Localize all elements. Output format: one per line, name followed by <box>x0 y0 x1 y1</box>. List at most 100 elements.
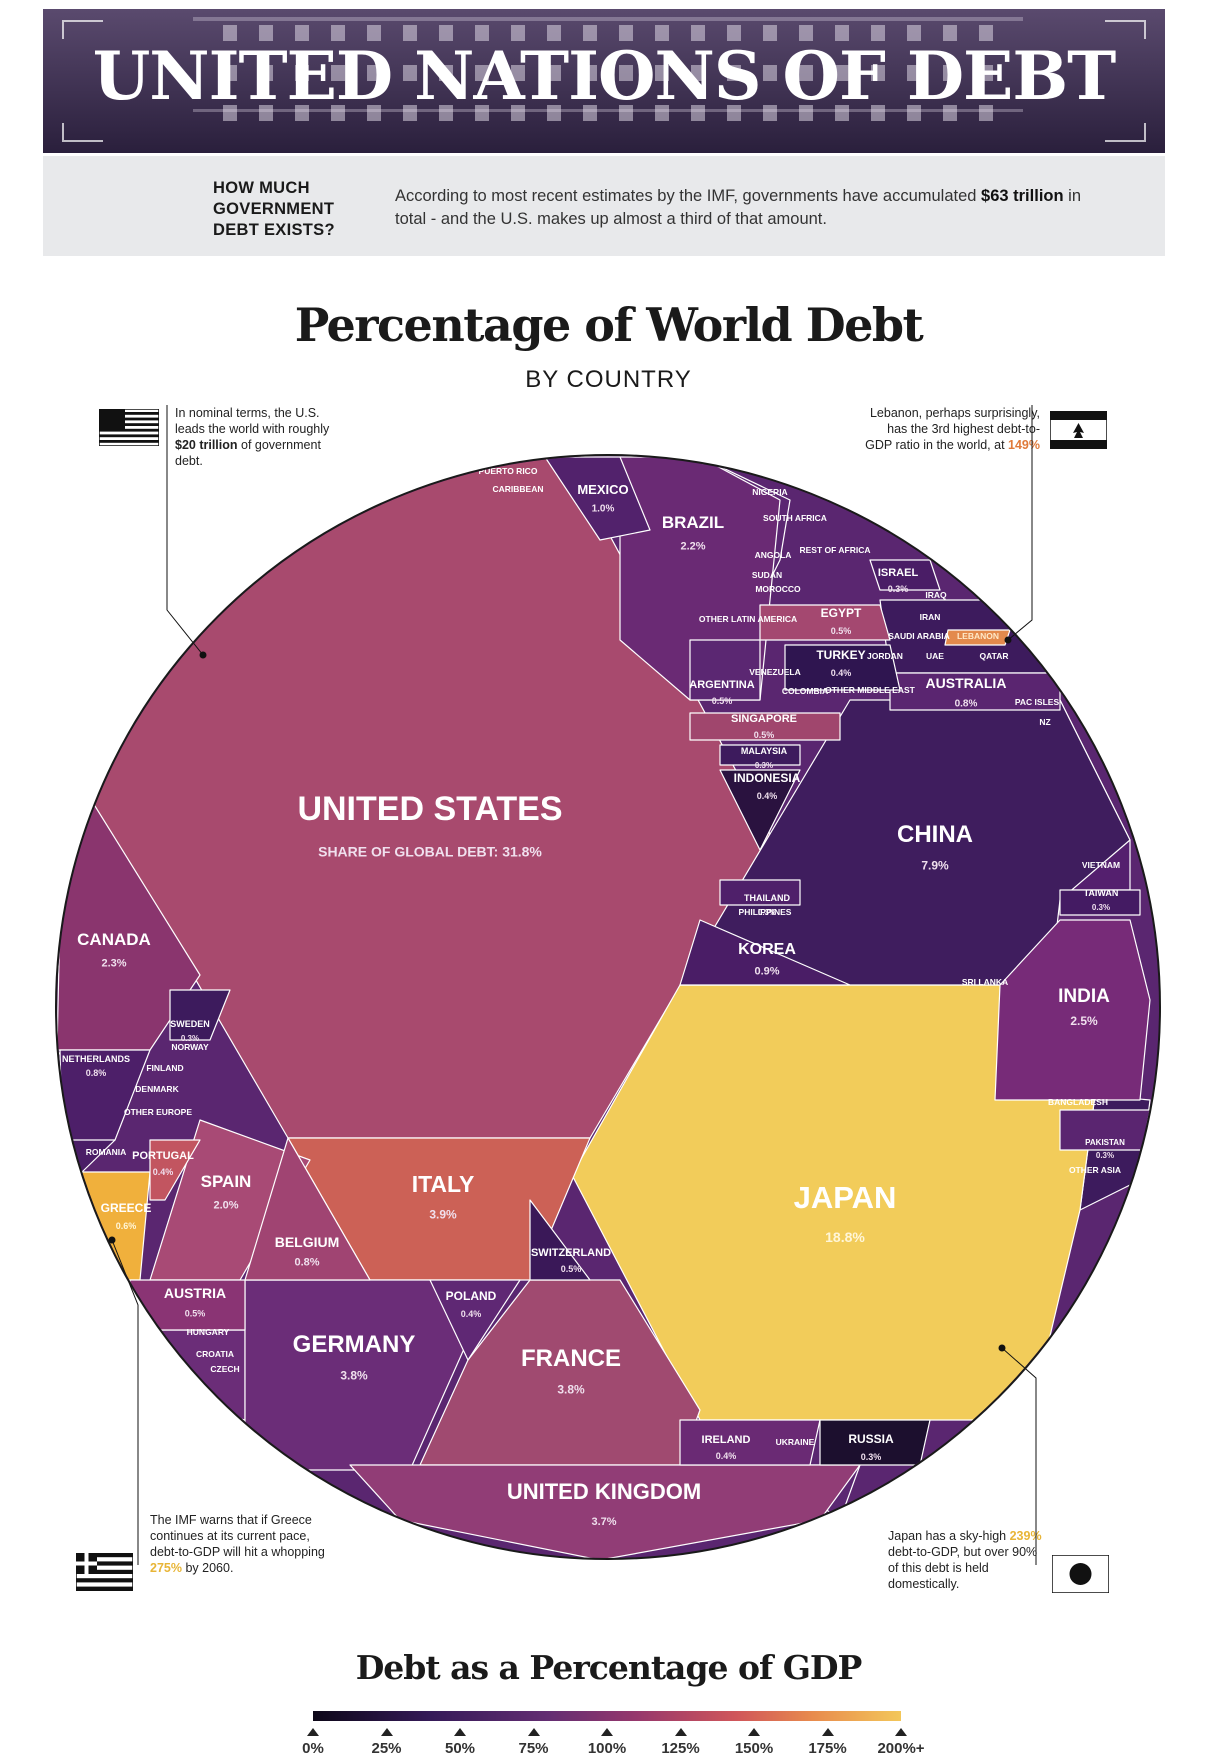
cell-label-rest-of-africa: REST OF AFRICA <box>800 545 871 555</box>
cell-label-netherlands: NETHERLANDS <box>62 1054 130 1064</box>
cell-label-romania: ROMANIA <box>86 1147 127 1157</box>
cell-value-canada: 2.3% <box>101 957 126 969</box>
banner-window <box>331 65 345 81</box>
legend-tick: 75% <box>504 1728 564 1757</box>
legend-tick: 100% <box>577 1728 637 1757</box>
cell-value-israel: 0.3% <box>888 584 909 594</box>
banner-window <box>475 105 489 121</box>
cell-label-argentina: ARGENTINA <box>689 679 754 691</box>
cell-value-argentina: 0.5% <box>712 696 733 706</box>
legend-tick: 25% <box>357 1728 417 1757</box>
greece-leader-line <box>111 1239 139 1565</box>
banner-window <box>619 65 633 81</box>
legend-tick: 200%+ <box>871 1728 931 1757</box>
chart-cell-india <box>994 919 1151 1101</box>
chart-cell-argentina <box>689 639 761 701</box>
banner-window <box>979 105 993 121</box>
banner-window <box>583 65 597 81</box>
banner-window <box>655 105 669 121</box>
banner-window <box>727 25 741 41</box>
japan-note-highlight: 239% <box>1009 1529 1042 1543</box>
banner-window <box>259 25 273 41</box>
banner-window <box>223 65 237 81</box>
greece-flag-icon <box>76 1553 133 1591</box>
cell-label-pakistan: PAKISTAN <box>1085 1138 1125 1147</box>
cell-value-pakistan: 0.3% <box>1096 1151 1114 1160</box>
legend-tick-label: 50% <box>444 1740 476 1757</box>
chart-cell-israel <box>869 559 941 591</box>
cell-value-malaysia: 0.3% <box>755 761 773 770</box>
cell-label-malaysia: MALAYSIA <box>741 746 788 756</box>
cell-value-austria: 0.5% <box>185 1309 206 1319</box>
banner-window <box>403 105 417 121</box>
banner-window <box>547 25 561 41</box>
cell-label-ireland: IRELAND <box>702 1434 751 1446</box>
cell-value-france: 3.8% <box>557 1383 585 1397</box>
chart-cell-malaysia <box>719 744 801 766</box>
us-flag-icon <box>99 409 159 446</box>
banner-window <box>835 25 849 41</box>
banner-window <box>871 105 885 121</box>
cell-label-russia: RUSSIA <box>848 1432 894 1446</box>
legend-tick-marker <box>601 1728 613 1736</box>
legend-tick-label: 0% <box>302 1740 324 1757</box>
banner-window <box>403 25 417 41</box>
cell-label-canada: CANADA <box>77 930 151 949</box>
cell-value-singapore: 0.5% <box>754 730 775 740</box>
cell-value-united-kingdom: 3.7% <box>591 1516 616 1528</box>
banner-window <box>943 25 957 41</box>
intro-box: HOW MUCH GOVERNMENT DEBT EXISTS? Accordi… <box>43 156 1165 256</box>
legend-tick-label: 75% <box>518 1740 549 1757</box>
banner-window <box>583 25 597 41</box>
chart-title: Percentage of World Debt <box>294 298 924 352</box>
japan-note: Japan has a sky-high 239% debt-to-GDP, b… <box>888 1528 1048 1592</box>
cell-value-mexico: 1.0% <box>592 504 615 515</box>
cell-label-sri-lanka: SRI LANKA <box>962 977 1008 987</box>
cell-label-vietnam: VIETNAM <box>1082 860 1120 870</box>
cell-value-switzerland: 0.5% <box>561 1264 582 1274</box>
chart-cell-switzerland <box>529 1199 591 1281</box>
banner-window <box>655 25 669 41</box>
cell-value-sweden: 0.3% <box>181 1034 199 1043</box>
banner-window <box>331 25 345 41</box>
cell-label-indonesia: INDONESIA <box>734 771 801 785</box>
banner-window <box>871 25 885 41</box>
cell-label-united-kingdom: UNITED KINGDOM <box>507 1479 701 1504</box>
page-banner-title: UNITED NATIONS OF DEBT <box>92 37 1117 115</box>
cell-label-hungary: HUNGARY <box>187 1327 230 1337</box>
cell-label-brazil: BRAZIL <box>662 513 724 532</box>
chart-cell-lebanon <box>944 629 1011 646</box>
cell-value-egypt: 0.5% <box>831 626 852 636</box>
cell-label-other-europe: OTHER EUROPE <box>124 1107 192 1117</box>
cell-value-indonesia: 0.4% <box>757 791 778 801</box>
cell-label-other-asia: OTHER ASIA <box>1069 1165 1121 1175</box>
cell-label-sweden: SWEDEN <box>170 1019 210 1029</box>
cell-label-croatia: CROATIA <box>196 1349 234 1359</box>
cell-label-other-latin-america: OTHER LATIN AMERICA <box>699 614 797 624</box>
cell-label-nz: NZ <box>1039 717 1050 727</box>
cell-label-china: CHINA <box>897 821 973 848</box>
cell-label-nigeria: NIGERIA <box>752 487 787 497</box>
cell-label-belgium: BELGIUM <box>275 1234 340 1250</box>
cell-label-philippines: PHILIPPINES <box>739 907 792 917</box>
chart-cell-turkey <box>784 644 901 691</box>
cell-label-denmark: DENMARK <box>135 1084 179 1094</box>
cell-label-norway: NORWAY <box>171 1042 209 1052</box>
chart-cell-belgium <box>244 1137 371 1281</box>
lebanon-leader-line <box>1007 405 1033 641</box>
legend-tick: 0% <box>283 1728 343 1757</box>
legend-tick-label: 125% <box>661 1740 700 1757</box>
cell-label-australia: AUSTRALIA <box>926 675 1007 691</box>
legend-tick-label: 200%+ <box>877 1740 925 1757</box>
banner-window <box>763 25 777 41</box>
greece-note: The IMF warns that if Greece continues a… <box>150 1512 325 1576</box>
cell-label-israel: ISRAEL <box>878 567 919 579</box>
cell-value-spain: 2.0% <box>213 1199 238 1211</box>
legend-tick: 125% <box>651 1728 711 1757</box>
banner-window <box>295 25 309 41</box>
japan-leader-line <box>1001 1347 1037 1565</box>
chart-cell-singapore <box>689 712 841 741</box>
cell-label-italy: ITALY <box>412 1171 475 1197</box>
legend-tick-marker <box>821 1728 834 1736</box>
legend-tick-marker <box>527 1728 540 1736</box>
